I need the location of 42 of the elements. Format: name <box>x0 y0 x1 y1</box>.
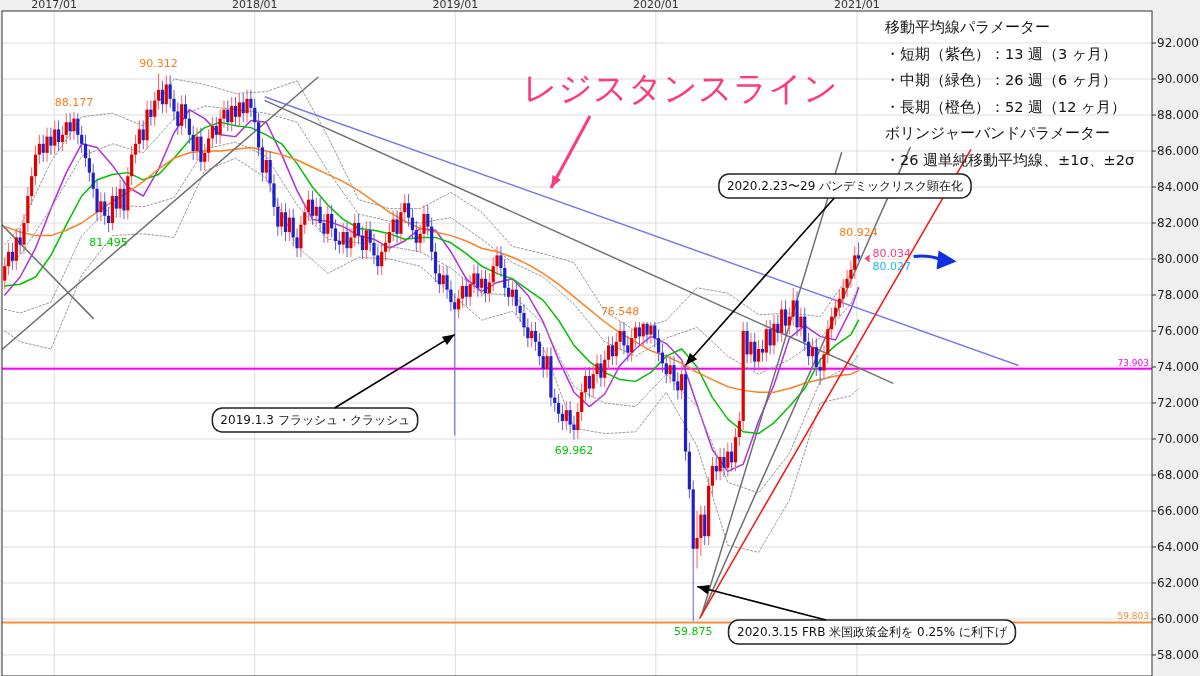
y-tick-label: 62.000 <box>1157 575 1199 590</box>
x-tick-label: 2020/01 <box>632 0 679 11</box>
x-tick-label: 2019/01 <box>432 0 479 11</box>
y-tick-label: 66.000 <box>1157 503 1199 518</box>
annotation: 移動平均線パラメーター <box>885 19 1050 35</box>
annotation: 2020.3.15 FRB 米国政策金利を 0.25% に利下げ <box>737 625 1008 639</box>
annotation: 2020.2.23〜29 パンデミックリスク顕在化 <box>726 179 964 193</box>
y-tick-label: 60.000 <box>1157 611 1199 626</box>
annotation: 76.548 <box>600 305 640 319</box>
y-tick-label: 70.000 <box>1157 431 1199 446</box>
y-tick-label: 74.000 <box>1157 359 1199 374</box>
y-tick-label: 78.000 <box>1157 288 1199 302</box>
y-tick-label: 76.000 <box>1157 323 1199 338</box>
x-tick-label: 2017/01 <box>31 0 78 11</box>
x-tick-label: 2021/01 <box>834 0 880 11</box>
annotation: 80.034 <box>872 246 912 260</box>
ref-line-label: 59.803 <box>1117 611 1149 622</box>
y-tick-label: 90.000 <box>1157 72 1199 87</box>
y-tick-label: 68.000 <box>1157 467 1199 482</box>
annotation: 2019.1.3 フラッシュ・クラッシュ <box>220 413 410 427</box>
y-tick-label: 64.000 <box>1157 539 1199 554</box>
annotation: ・短期（紫色）：13 週（3 ヶ月） <box>885 45 1117 62</box>
annotation: 80.924 <box>839 226 878 240</box>
y-tick-label: 88.000 <box>1157 108 1199 123</box>
annotation: レジスタンスライン <box>522 68 838 108</box>
y-tick-label: 80.000 <box>1157 252 1199 266</box>
x-tick-label: 2018/01 <box>231 0 278 11</box>
annotation: 59.875 <box>673 625 713 639</box>
y-tick-label: 84.000 <box>1157 180 1199 195</box>
annotation: ・中期（緑色）：26 週（6 ヶ月） <box>885 72 1117 88</box>
annotation: ボリンジャーバンドパラメーター <box>885 125 1110 141</box>
annotation: 81.495 <box>89 236 128 250</box>
y-tick-label: 86.000 <box>1157 144 1199 159</box>
annotation: 69.962 <box>554 443 594 457</box>
ref-line-label: 73.903 <box>1117 357 1149 368</box>
y-tick-label: 92.000 <box>1157 36 1199 51</box>
annotation: 88.177 <box>54 95 94 109</box>
y-tick-label: 82.000 <box>1157 216 1199 231</box>
y-tick-label: 58.000 <box>1157 647 1199 662</box>
annotation: 90.312 <box>139 57 178 71</box>
y-tick-label: 72.000 <box>1157 395 1199 410</box>
annotation: ・長期（橙色）：52 週（12 ヶ月） <box>885 98 1127 115</box>
